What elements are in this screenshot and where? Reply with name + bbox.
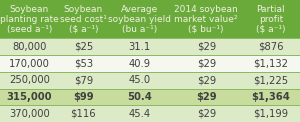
Bar bbox=[0, 38, 300, 55]
Text: $29: $29 bbox=[196, 75, 216, 85]
Text: $1,364: $1,364 bbox=[251, 92, 290, 102]
Text: $53: $53 bbox=[74, 59, 93, 68]
Text: Soybean
planting rate
(seed a⁻¹): Soybean planting rate (seed a⁻¹) bbox=[0, 5, 58, 34]
Bar bbox=[0, 72, 300, 89]
Text: $116: $116 bbox=[70, 109, 96, 119]
Text: 2014 soybean
market value²
($ bu⁻¹): 2014 soybean market value² ($ bu⁻¹) bbox=[174, 5, 238, 34]
Bar bbox=[0, 89, 300, 105]
Text: $29: $29 bbox=[196, 42, 216, 52]
Text: Partial
profit
($ a⁻¹): Partial profit ($ a⁻¹) bbox=[256, 5, 286, 34]
Text: 45.4: 45.4 bbox=[128, 109, 151, 119]
Text: 50.4: 50.4 bbox=[127, 92, 152, 102]
Bar bbox=[0, 105, 300, 122]
Text: $79: $79 bbox=[74, 75, 93, 85]
Text: $1,225: $1,225 bbox=[253, 75, 288, 85]
Bar bbox=[0, 0, 300, 38]
Text: 250,000: 250,000 bbox=[9, 75, 50, 85]
Text: $29: $29 bbox=[196, 109, 216, 119]
Text: 370,000: 370,000 bbox=[9, 109, 50, 119]
Text: $29: $29 bbox=[196, 59, 216, 68]
Text: 45.0: 45.0 bbox=[128, 75, 151, 85]
Text: $1,199: $1,199 bbox=[253, 109, 288, 119]
Text: 31.1: 31.1 bbox=[128, 42, 151, 52]
Text: $876: $876 bbox=[258, 42, 284, 52]
Text: 80,000: 80,000 bbox=[12, 42, 46, 52]
Text: Average
soybean yield
(bu a⁻¹): Average soybean yield (bu a⁻¹) bbox=[108, 5, 171, 34]
Bar bbox=[0, 55, 300, 72]
Text: $29: $29 bbox=[196, 92, 217, 102]
Text: 170,000: 170,000 bbox=[9, 59, 50, 68]
Text: $1,132: $1,132 bbox=[253, 59, 288, 68]
Text: $25: $25 bbox=[74, 42, 93, 52]
Text: 40.9: 40.9 bbox=[128, 59, 151, 68]
Text: 315,000: 315,000 bbox=[7, 92, 52, 102]
Text: Soybean
seed cost¹
($ a⁻¹): Soybean seed cost¹ ($ a⁻¹) bbox=[60, 5, 107, 34]
Text: $99: $99 bbox=[73, 92, 94, 102]
